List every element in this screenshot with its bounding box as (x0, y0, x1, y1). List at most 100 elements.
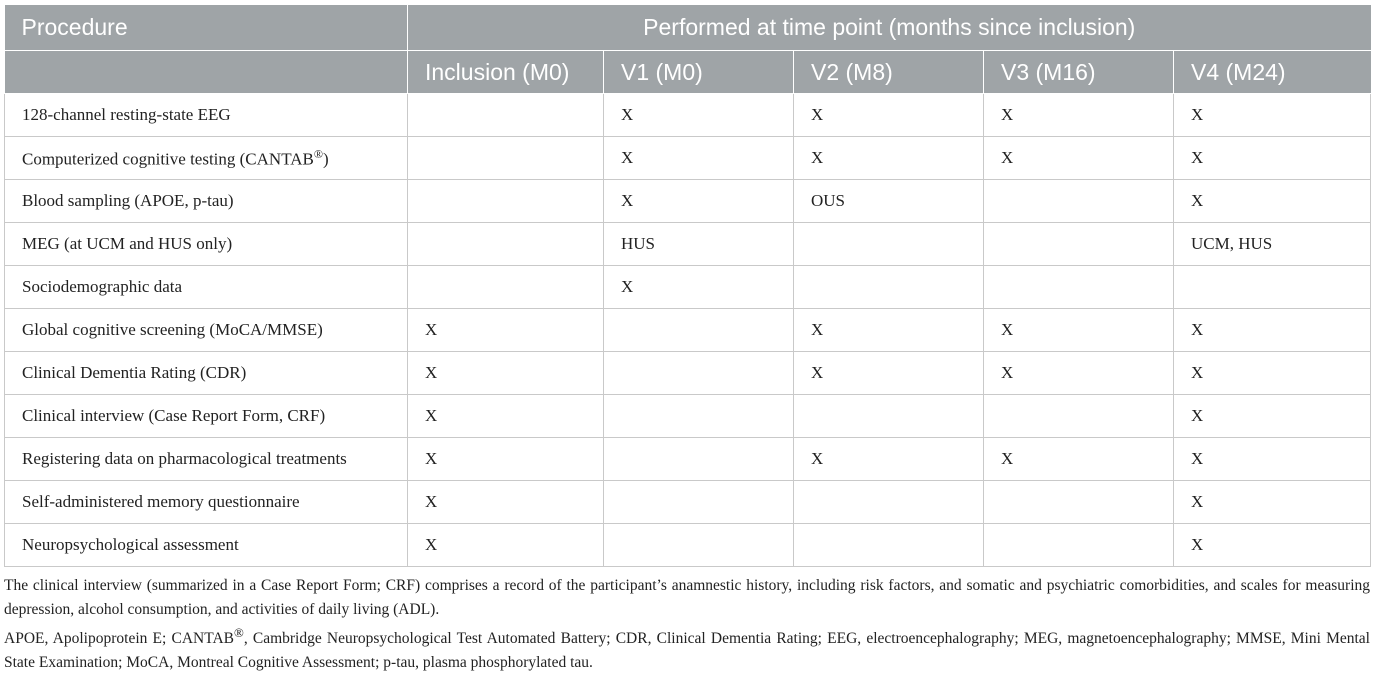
timepoint-cell-v1: HUS (603, 222, 794, 266)
footnote-registered-mark: ® (234, 625, 244, 640)
procedure-cell: Blood sampling (APOE, p-tau) (4, 179, 408, 223)
table-row: Computerized cognitive testing (CANTAB®)… (4, 136, 1371, 180)
timepoint-cell-v4: X (1173, 437, 1371, 481)
timepoint-cell-v2: X (793, 437, 984, 481)
procedure-name: MEG (at UCM and HUS only) (22, 234, 233, 253)
timepoint-header-v3: V3 (M16) (983, 50, 1174, 94)
timepoint-cell-v4: X (1173, 351, 1371, 395)
timepoint-cell-v3 (983, 523, 1174, 567)
timepoint-cell-v4: X (1173, 308, 1371, 352)
table-row: Self-administered memory questionnaire X X (4, 480, 1371, 524)
timepoint-cell-v4: X (1173, 93, 1371, 137)
procedure-name: Neuropsychological assessment (22, 535, 239, 554)
timepoint-cell-v3 (983, 265, 1174, 309)
timepoint-cell-inclusion (407, 93, 604, 137)
table-footnotes: The clinical interview (summarized in a … (4, 574, 1370, 674)
timepoint-cell-inclusion: X (407, 437, 604, 481)
timepoint-cell-v2 (793, 480, 984, 524)
footnote-abbreviations-rest: , Cambridge Neuropsychological Test Auto… (4, 630, 1370, 671)
timepoint-cell-v4: X (1173, 136, 1371, 180)
timepoint-cell-v2: X (793, 136, 984, 180)
procedure-name-suffix: ) (322, 149, 329, 169)
table-row: Global cognitive screening (MoCA/MMSE) X X… (4, 308, 1371, 352)
timepoint-cell-v3: X (983, 437, 1174, 481)
table-body: 128-channel resting-state EEG X X X X Compute… (4, 93, 1371, 567)
procedure-name: Computerized cognitive testing (CANTAB (22, 149, 314, 169)
procedure-cell: Global cognitive screening (MoCA/MMSE) (4, 308, 408, 352)
timepoint-cell-v4: UCM, HUS (1173, 222, 1371, 266)
timepoint-cell-v4: X (1173, 179, 1371, 223)
timepoint-group-header: Performed at time point (months since in… (407, 5, 1371, 51)
procedure-name: 128-channel resting-state EEG (22, 105, 231, 124)
procedure-cell: Self-administered memory questionnaire (4, 480, 408, 524)
timepoint-header-inclusion: Inclusion (M0) (407, 50, 604, 94)
timepoint-cell-v3 (983, 179, 1174, 223)
procedure-cell: Sociodemographic data (4, 265, 408, 309)
timepoint-cell-inclusion: X (407, 308, 604, 352)
timepoint-cell-v2: X (793, 93, 984, 137)
footnote-crf: The clinical interview (summarized in a … (4, 577, 1370, 618)
timepoint-cell-v1: X (603, 93, 794, 137)
timepoint-cell-v3 (983, 480, 1174, 524)
timepoint-cell-v2: OUS (793, 179, 984, 223)
table-row: Sociodemographic data X (4, 265, 1371, 309)
timepoint-header-v1: V1 (M0) (603, 50, 794, 94)
procedure-name: Self-administered memory questionnaire (22, 492, 300, 511)
footnote-abbreviations: APOE, Apolipoprotein E; CANTAB®, Cambrid… (4, 621, 1370, 674)
timepoint-cell-v1: X (603, 179, 794, 223)
procedure-name: Blood sampling (APOE, p-tau) (22, 191, 234, 210)
timepoint-cell-inclusion: X (407, 351, 604, 395)
table-row: 128-channel resting-state EEG X X X X (4, 93, 1371, 137)
timepoint-cell-v1: X (603, 136, 794, 180)
timepoint-cell-v1 (603, 308, 794, 352)
timepoint-cell-inclusion (407, 222, 604, 266)
timepoint-cell-v1: X (603, 265, 794, 309)
timepoint-cell-v3 (983, 222, 1174, 266)
timepoint-cell-v4: X (1173, 480, 1371, 524)
procedure-cell: 128-channel resting-state EEG (4, 93, 408, 137)
timepoint-cell-v2 (793, 222, 984, 266)
procedure-cell: MEG (at UCM and HUS only) (4, 222, 408, 266)
procedure-column-header-spacer (4, 50, 408, 94)
timepoint-cell-v3: X (983, 308, 1174, 352)
procedure-cell: Registering data on pharmacological trea… (4, 437, 408, 481)
procedures-table-container: Procedure Performed at time point (month… (4, 5, 1371, 567)
timepoint-cell-inclusion (407, 265, 604, 309)
procedure-cell: Neuropsychological assessment (4, 523, 408, 567)
procedure-cell: Computerized cognitive testing (CANTAB®) (4, 136, 408, 180)
timepoint-cell-v3: X (983, 136, 1174, 180)
timepoint-cell-v2: X (793, 308, 984, 352)
timepoint-header-v4: V4 (M24) (1173, 50, 1371, 94)
table-row: Registering data on pharmacological trea… (4, 437, 1371, 481)
table-row: MEG (at UCM and HUS only) HUS UCM, HUS (4, 222, 1371, 266)
table-header: Procedure Performed at time point (month… (4, 5, 1371, 94)
procedure-name: Global cognitive screening (MoCA/MMSE) (22, 320, 323, 339)
timepoint-cell-v4: X (1173, 523, 1371, 567)
footnote-abbreviations-start: APOE, Apolipoprotein E; CANTAB (4, 630, 234, 648)
procedure-cell: Clinical Dementia Rating (CDR) (4, 351, 408, 395)
timepoint-cell-v2 (793, 265, 984, 309)
timepoint-cell-v3 (983, 394, 1174, 438)
timepoint-cell-v1 (603, 394, 794, 438)
procedures-table: Procedure Performed at time point (month… (4, 5, 1371, 567)
timepoint-cell-inclusion (407, 179, 604, 223)
timepoint-cell-v1 (603, 351, 794, 395)
procedure-column-header: Procedure (4, 5, 408, 51)
table-row: Neuropsychological assessment X X (4, 523, 1371, 567)
table-row: Clinical Dementia Rating (CDR) X X X X (4, 351, 1371, 395)
procedure-name: Registering data on pharmacological trea… (22, 449, 347, 468)
timepoint-cell-inclusion (407, 136, 604, 180)
timepoint-cell-v2 (793, 394, 984, 438)
timepoint-cell-v1 (603, 523, 794, 567)
procedure-name: Sociodemographic data (22, 277, 183, 296)
timepoint-cell-v1 (603, 437, 794, 481)
table-row: Blood sampling (APOE, p-tau) X OUS X (4, 179, 1371, 223)
timepoint-cell-inclusion: X (407, 523, 604, 567)
table-row: Clinical interview (Case Report Form, CR… (4, 394, 1371, 438)
timepoint-cell-v4: X (1173, 394, 1371, 438)
timepoint-cell-v2: X (793, 351, 984, 395)
procedure-name: Clinical Dementia Rating (CDR) (22, 363, 247, 382)
timepoint-cell-v3: X (983, 93, 1174, 137)
timepoint-cell-inclusion: X (407, 394, 604, 438)
procedure-registered-mark: ® (313, 146, 323, 161)
